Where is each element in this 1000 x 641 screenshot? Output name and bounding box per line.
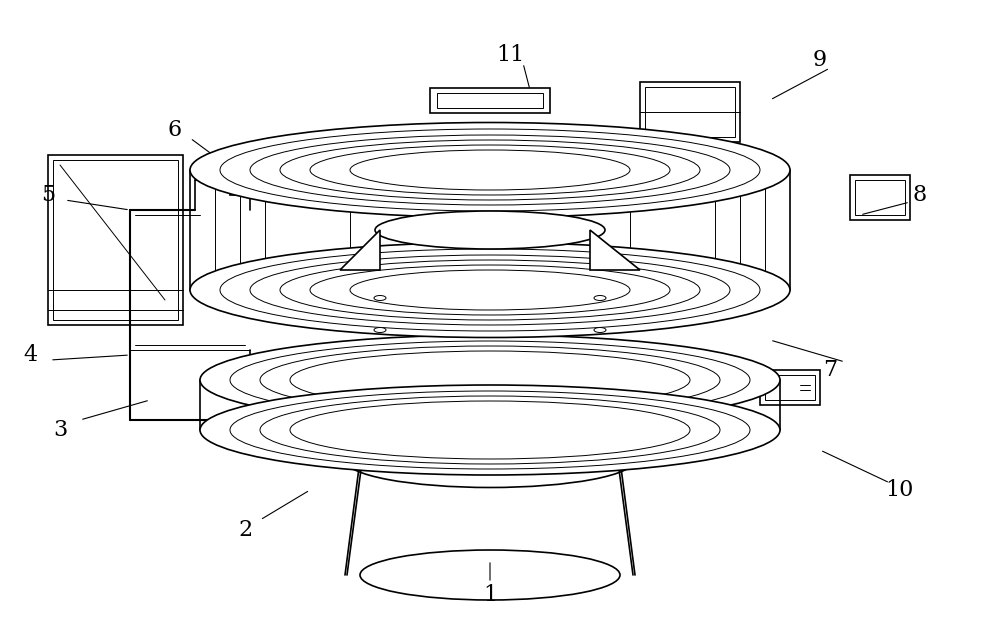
Text: 8: 8 (913, 184, 927, 206)
Ellipse shape (220, 129, 760, 211)
Text: 2: 2 (238, 519, 252, 541)
Ellipse shape (290, 401, 690, 459)
Ellipse shape (230, 391, 750, 469)
Ellipse shape (350, 270, 630, 310)
Ellipse shape (280, 140, 700, 200)
Bar (235, 160, 280, 190)
Ellipse shape (375, 211, 605, 249)
Bar (645, 87, 735, 137)
Ellipse shape (250, 255, 730, 325)
Bar (437, 93, 543, 108)
Ellipse shape (594, 328, 606, 333)
Ellipse shape (200, 335, 780, 425)
Ellipse shape (594, 296, 606, 301)
Text: 11: 11 (496, 44, 524, 66)
Text: 6: 6 (168, 119, 182, 141)
Ellipse shape (290, 351, 690, 409)
Text: 5: 5 (41, 184, 55, 206)
Text: 9: 9 (813, 49, 827, 71)
Ellipse shape (280, 260, 700, 320)
Ellipse shape (345, 433, 635, 488)
Bar (765, 375, 815, 400)
Bar (850, 175, 910, 220)
Ellipse shape (260, 396, 720, 464)
Text: 7: 7 (823, 359, 837, 381)
Bar (430, 88, 550, 113)
Polygon shape (590, 230, 640, 270)
Text: 3: 3 (53, 419, 67, 441)
Ellipse shape (190, 242, 790, 338)
Text: 10: 10 (886, 479, 914, 501)
Bar (640, 82, 740, 142)
Ellipse shape (350, 150, 630, 190)
Bar (48, 155, 183, 325)
Ellipse shape (374, 328, 386, 333)
Ellipse shape (230, 341, 750, 419)
Bar (455, 330, 525, 360)
Bar (855, 180, 905, 215)
Ellipse shape (310, 265, 670, 315)
Ellipse shape (190, 122, 790, 217)
Ellipse shape (220, 249, 760, 331)
Ellipse shape (250, 135, 730, 205)
Text: 1: 1 (483, 584, 497, 606)
Ellipse shape (200, 385, 780, 475)
Ellipse shape (310, 145, 670, 195)
Ellipse shape (260, 346, 720, 414)
Bar (53, 160, 178, 320)
Bar (455, 215, 525, 245)
Ellipse shape (360, 550, 620, 600)
Bar (460, 335, 520, 355)
Ellipse shape (374, 296, 386, 301)
Text: 4: 4 (23, 344, 37, 366)
Polygon shape (340, 230, 380, 270)
Bar (230, 155, 285, 195)
Bar (760, 370, 820, 405)
Bar (460, 220, 520, 240)
